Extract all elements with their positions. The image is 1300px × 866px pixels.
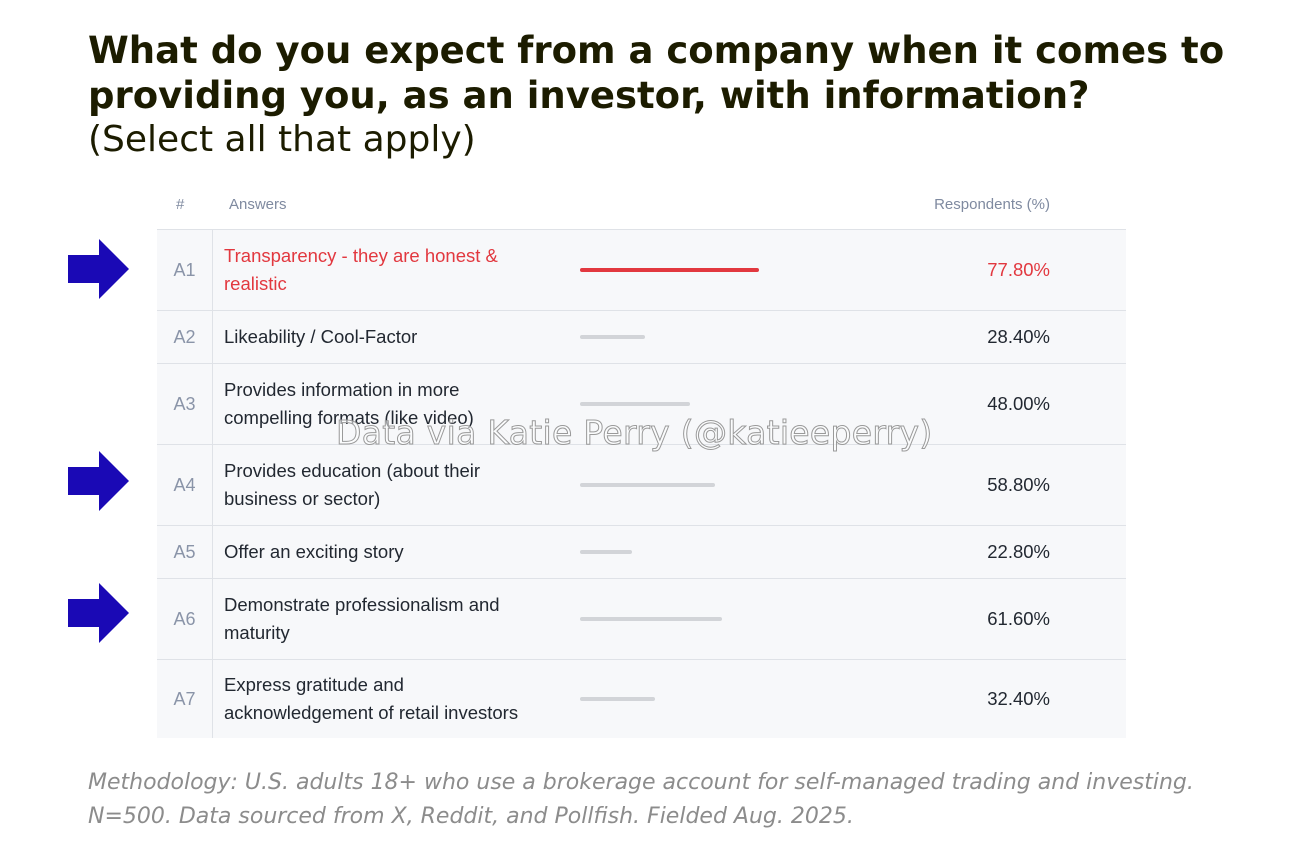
- table-row: A5 Offer an exciting story 22.80%: [157, 525, 1126, 578]
- chart-title-line-1: What do you expect from a company when i…: [88, 29, 1225, 72]
- answer-bar: [580, 697, 655, 701]
- answer-id: A2: [157, 311, 213, 363]
- results-table: # Answers Respondents (%) A1 Transparency…: [157, 185, 1126, 738]
- right-arrow-icon: [68, 583, 129, 643]
- footnote-line-2: N=500. Data sourced from X, Reddit, and …: [88, 804, 854, 829]
- answer-label: Likeability / Cool-Factor: [224, 311, 524, 363]
- answer-percentage: 32.40%: [987, 688, 1050, 709]
- answer-label-text: Likeability / Cool-Factor: [224, 326, 418, 347]
- answer-label-text: Provides education (about their business…: [224, 460, 481, 509]
- chart-title-line-2: providing you, as an investor, with info…: [88, 74, 1090, 117]
- header-respondents: Respondents (%): [934, 196, 1050, 213]
- answer-percentage: 22.80%: [987, 541, 1050, 562]
- answer-id: A1: [157, 230, 213, 310]
- answer-label: Offer an exciting story: [224, 526, 524, 578]
- answer-label: Demonstrate professionalism and maturity: [224, 579, 524, 659]
- header-number: #: [176, 196, 185, 213]
- answer-label-text: Provides information in more compelling …: [224, 379, 474, 428]
- answer-id: A4: [157, 445, 213, 525]
- answer-bar: [580, 402, 691, 406]
- chart-title-block: What do you expect from a company when i…: [88, 28, 1268, 162]
- table-row: A3 Provides information in more compellin…: [157, 363, 1126, 444]
- answer-percentage: 28.40%: [987, 326, 1050, 347]
- answer-label-text: Demonstrate professionalism and maturity: [224, 594, 500, 643]
- table-row: A4 Provides education (about their busine…: [157, 444, 1126, 525]
- table-header: # Answers Respondents (%): [157, 185, 1126, 229]
- answer-id: A7: [157, 660, 213, 738]
- answer-bar: [580, 483, 716, 487]
- answer-id: A6: [157, 579, 213, 659]
- answer-id: A5: [157, 526, 213, 578]
- right-arrow-icon: [68, 239, 129, 299]
- header-answers: Answers: [229, 196, 287, 213]
- answer-bar: [580, 550, 633, 554]
- answer-percentage: 61.60%: [987, 608, 1050, 629]
- answer-label-text: Transparency - they are honest & realist…: [224, 245, 498, 294]
- answer-label-text: Offer an exciting story: [224, 541, 404, 562]
- answer-percentage: 58.80%: [987, 474, 1050, 495]
- answer-label-text: Express gratitude and acknowledgement of…: [224, 674, 519, 723]
- answer-label: Transparency - they are honest & realist…: [224, 230, 524, 310]
- chart-subtitle: (Select all that apply): [88, 119, 476, 160]
- table-row: A7 Express gratitude and acknowledgement …: [157, 659, 1126, 738]
- answer-label: Provides education (about their business…: [224, 445, 524, 525]
- answer-bar: [580, 268, 759, 272]
- footnote-line-1: Methodology: U.S. adults 18+ who use a b…: [88, 770, 1194, 795]
- table-row: A6 Demonstrate professionalism and maturi…: [157, 578, 1126, 659]
- table-body: A1 Transparency - they are honest & reali…: [157, 229, 1126, 738]
- methodology-footnote: Methodology: U.S. adults 18+ who use a b…: [88, 766, 1278, 834]
- answer-percentage: 48.00%: [987, 393, 1050, 414]
- answer-bar: [580, 335, 646, 339]
- answer-bar: [580, 617, 722, 621]
- table-row: A2 Likeability / Cool-Factor 28.40%: [157, 310, 1126, 363]
- right-arrow-icon: [68, 451, 129, 511]
- answer-label: Provides information in more compelling …: [224, 364, 524, 444]
- answer-id: A3: [157, 364, 213, 444]
- table-row: A1 Transparency - they are honest & reali…: [157, 229, 1126, 310]
- answer-label: Express gratitude and acknowledgement of…: [224, 660, 524, 738]
- watermark-text: Data via Katie Perry (@katieeperry): [336, 413, 933, 453]
- answer-percentage: 77.80%: [987, 259, 1050, 280]
